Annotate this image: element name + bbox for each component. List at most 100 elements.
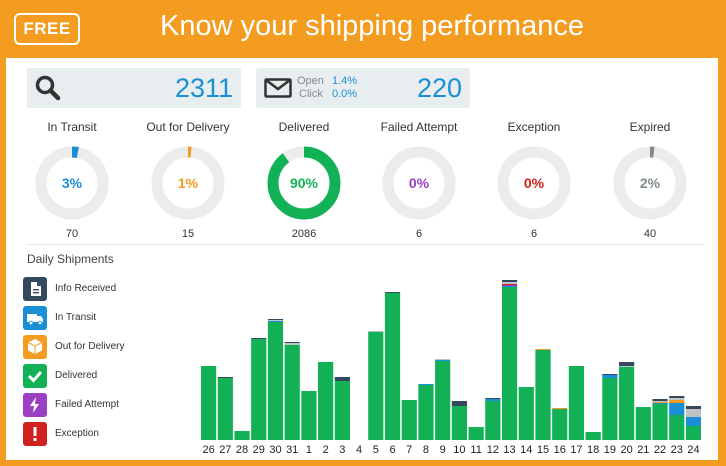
email-stats-box[interactable]: Open 1.4% Click 0.0% 220 <box>256 68 470 108</box>
bar-segment-delivered <box>368 332 384 440</box>
bar-segment-delivered <box>334 381 350 440</box>
bar-day-9[interactable] <box>435 359 451 440</box>
x-tick-label: 21 <box>637 444 649 456</box>
donut-chart: 0% <box>497 146 571 220</box>
donut-arc <box>35 146 109 220</box>
x-tick-label: 10 <box>453 444 465 456</box>
donut-arc <box>613 146 687 220</box>
legend-label: Info Received <box>55 283 117 294</box>
status-out-for-delivery[interactable]: Out for Delivery 1% 15 <box>133 120 243 241</box>
bar-day-17[interactable] <box>568 366 585 440</box>
x-tick-label: 31 <box>286 444 298 456</box>
bar-segment-info-received <box>485 398 501 399</box>
bar-segment-info-received <box>384 292 401 293</box>
status-expired[interactable]: Expired 2% 40 <box>595 120 705 241</box>
x-tick-label: 8 <box>423 444 429 456</box>
bar-segment-out-for-delivery <box>652 402 668 403</box>
bar-segment-delivered <box>635 407 651 440</box>
bar-segment-in-transit <box>652 403 668 404</box>
bar-segment-info-received <box>501 280 518 282</box>
bar-segment-expired <box>669 398 685 400</box>
header: FREE Know your shipping performance <box>0 0 726 58</box>
bar-segment-delivered <box>284 345 300 440</box>
bar-segment-delivered <box>234 431 250 440</box>
bar-day-20[interactable] <box>619 362 635 440</box>
bar-day-10[interactable] <box>451 401 467 440</box>
bar-day-12[interactable] <box>485 398 501 440</box>
status-count: 6 <box>530 228 538 240</box>
bar-segment-delivered <box>468 427 484 440</box>
bar-day-13[interactable] <box>501 280 518 440</box>
bar-day-24[interactable] <box>685 406 701 440</box>
bar-segment-delivered <box>568 366 585 440</box>
bar-segment-in-transit <box>485 399 501 401</box>
bar-segment-exception <box>501 284 518 285</box>
status-count: 40 <box>643 228 657 240</box>
bar-segment-delivered <box>384 293 401 440</box>
click-label: Click <box>299 88 323 100</box>
bar-day-26[interactable] <box>201 366 217 440</box>
free-badge[interactable]: FREE <box>14 13 80 45</box>
donut-percent: 0% <box>409 175 430 191</box>
bar-day-16[interactable] <box>552 408 568 440</box>
bar-day-18[interactable] <box>585 432 601 440</box>
bar-day-7[interactable] <box>401 400 417 440</box>
bar-day-15[interactable] <box>535 349 551 440</box>
donut-arc <box>267 146 341 220</box>
box-icon <box>23 335 47 359</box>
x-tick-label: 15 <box>537 444 549 456</box>
bar-segment-info-received <box>669 396 685 398</box>
bar-day-8[interactable] <box>418 384 434 440</box>
envelope-icon <box>264 78 292 98</box>
open-label: Open <box>297 75 324 87</box>
bar-segment-delivered <box>619 367 635 440</box>
x-tick-label: 28 <box>236 444 248 456</box>
bar-segment-info-received <box>619 362 635 366</box>
bar-segment-delivered <box>535 350 551 440</box>
status-delivered[interactable]: Delivered 90% 2086 <box>249 120 359 241</box>
bar-day-11[interactable] <box>468 427 484 440</box>
daily-shipments-chart: 26 27 28 29 30 31 1 2 3 4 5 6 7 8 9 10 11 12 13 14 15 16 17 18 1… <box>201 280 701 456</box>
status-failed-attempt[interactable]: Failed Attempt 0% 6 <box>364 120 474 241</box>
checkmark-icon <box>23 364 47 388</box>
bar-day-1[interactable] <box>301 391 317 440</box>
bar-day-3[interactable] <box>334 377 350 440</box>
bar-day-29[interactable] <box>251 338 267 440</box>
divider <box>27 244 703 245</box>
status-in-transit[interactable]: In Transit 3% 70 <box>17 120 127 241</box>
status-exception[interactable]: Exception 0% 6 <box>479 120 589 241</box>
total-shipments-box[interactable]: 2311 <box>27 68 241 108</box>
status-count: 70 <box>65 228 79 240</box>
bar-day-28[interactable] <box>234 431 250 440</box>
bar-segment-delivered <box>669 415 685 440</box>
x-tick-label: 17 <box>570 444 582 456</box>
bar-segment-in-transit <box>669 403 685 415</box>
bar-day-23[interactable] <box>669 396 685 440</box>
bar-segment-delivered <box>552 409 568 440</box>
bar-day-21[interactable] <box>635 407 651 440</box>
bar-segment-out-for-delivery <box>552 408 568 409</box>
donut-percent: 3% <box>62 175 83 191</box>
bar-segment-delivered <box>585 432 601 440</box>
lightning-icon <box>23 393 47 417</box>
bar-day-31[interactable] <box>284 342 300 440</box>
x-tick-label: 18 <box>587 444 599 456</box>
bar-day-14[interactable] <box>518 387 534 440</box>
x-tick-label: 30 <box>269 444 281 456</box>
legend-label: Failed Attempt <box>55 399 119 410</box>
bar-segment-delivered <box>267 322 284 440</box>
bar-segment-in-transit <box>602 375 618 378</box>
bar-day-19[interactable] <box>602 374 618 440</box>
bar-day-27[interactable] <box>217 377 233 440</box>
bar-day-6[interactable] <box>384 292 401 440</box>
bar-day-2[interactable] <box>318 362 334 440</box>
bar-segment-info-received <box>652 399 668 401</box>
donut-arc <box>151 146 225 220</box>
bar-day-5[interactable] <box>368 331 384 440</box>
bar-segment-delivered <box>418 385 434 440</box>
bar-segment-delivered <box>401 400 417 440</box>
bar-segment-in-transit <box>685 417 701 426</box>
bar-day-22[interactable] <box>652 399 668 440</box>
bar-day-30[interactable] <box>267 319 284 440</box>
